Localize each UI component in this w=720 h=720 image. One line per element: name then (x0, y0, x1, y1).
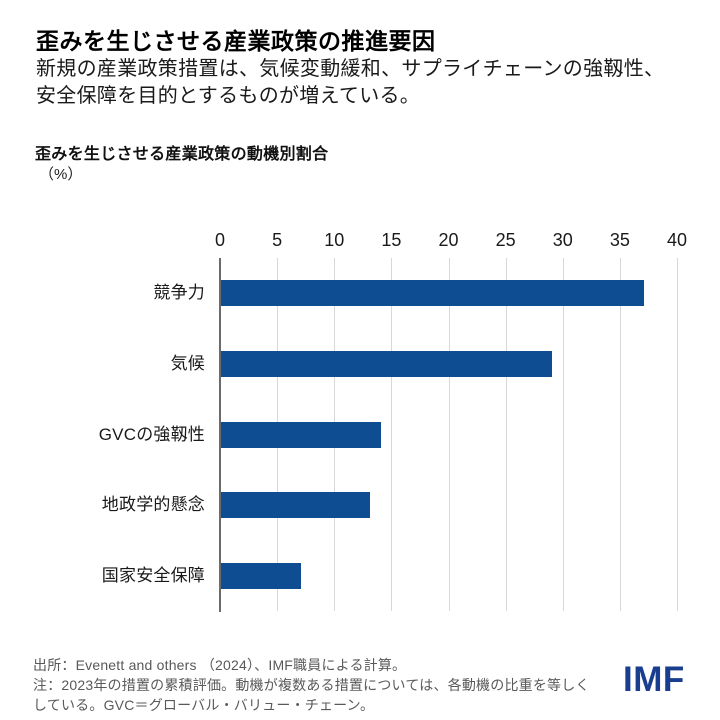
gridline (677, 258, 678, 611)
gridline (562, 258, 564, 611)
category-label: GVCの強靱性 (98, 424, 205, 444)
bar (221, 562, 301, 589)
gridline (391, 258, 393, 611)
x-axis-tick-label: 15 (381, 230, 402, 250)
category-label: 国家安全保障 (101, 565, 205, 585)
category-label: 地政学的懸念 (101, 495, 205, 515)
x-axis-tick-label: 0 (214, 230, 226, 250)
bar (221, 350, 553, 377)
x-axis-tick-label: 30 (552, 230, 573, 250)
source-note: 出所：Evenett and others （2024）、IMF職員による計算。 (33, 657, 407, 673)
subtitle-line-1: 新規の産業政策措置は、気候変動緩和、サプライチェーンの強靱性、 (36, 58, 665, 80)
x-axis-tick-label: 40 (666, 230, 688, 250)
gridline (619, 258, 621, 611)
x-axis-tick-label: 10 (324, 230, 345, 250)
y-axis-line (219, 258, 221, 612)
chart-unit-label: （%） (39, 166, 83, 183)
bar (221, 492, 370, 519)
imf-logo: IMF (623, 660, 685, 699)
x-axis-tick-label: 20 (438, 230, 459, 250)
x-axis-tick-label: 5 (272, 230, 283, 250)
bar (221, 280, 644, 307)
footnotes: 出所：Evenett and others （2024）、IMF職員による計算。… (33, 655, 590, 715)
note-line-1: 注：2023年の措置の累積評価。動機が複数ある措置については、各動機の比重を等し… (33, 677, 590, 693)
subtitle-line-2: 安全保障を目的とするものが増えている。 (36, 85, 421, 107)
page-subtitle: 新規の産業政策措置は、気候変動緩和、サプライチェーンの強靱性、 安全保障を目的と… (36, 56, 664, 110)
gridline (505, 258, 507, 611)
bar (221, 421, 381, 448)
note-line-2: している。GVC＝グローバル・バリュー・チェーン。 (33, 697, 375, 713)
x-axis-tick-label: 35 (609, 230, 630, 250)
page-title: 歪みを生じさせる産業政策の推進要因 (36, 28, 436, 54)
category-label: 気候 (170, 353, 205, 373)
gridline (448, 258, 450, 611)
category-label: 競争力 (153, 283, 205, 303)
x-axis-tick-label: 25 (495, 230, 516, 250)
chart-title: 歪みを生じさせる産業政策の動機別割合 (35, 146, 329, 163)
